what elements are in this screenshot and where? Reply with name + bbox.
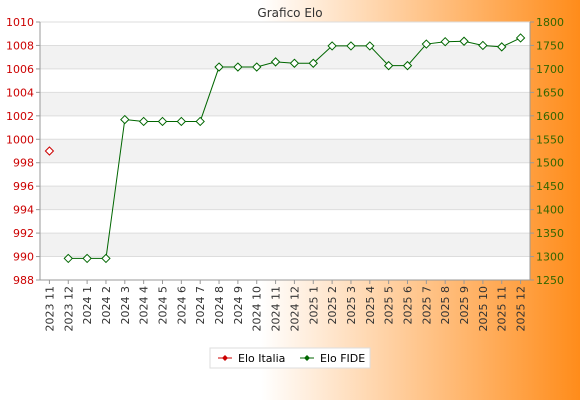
x-tick-label: 2023 11	[43, 286, 56, 332]
data-point[interactable]	[195, 116, 205, 127]
x-tick-label: 2024 10	[251, 286, 264, 332]
data-point[interactable]	[63, 253, 73, 264]
data-point[interactable]	[82, 253, 92, 264]
y-left-tick-label: 998	[13, 157, 34, 170]
y-left-tick-label: 1010	[6, 16, 34, 29]
x-tick-label: 2025 4	[364, 286, 377, 325]
data-point[interactable]	[120, 114, 130, 125]
y-right-tick-label: 1350	[536, 227, 564, 240]
data-point[interactable]	[157, 116, 168, 127]
y-right-tick-label: 1750	[536, 39, 564, 52]
x-tick-label: 2025 8	[439, 286, 452, 325]
x-tick-label: 2024 6	[175, 286, 188, 325]
x-tick-label: 2025 1	[307, 286, 320, 325]
y-right-tick-label: 1700	[536, 63, 564, 76]
x-tick-label: 2025 3	[345, 286, 358, 325]
x-tick-label: 2024 1	[81, 286, 94, 325]
chart-legend: Elo Italia Elo FIDE	[209, 347, 371, 369]
x-tick-label: 2024 7	[194, 286, 207, 325]
x-tick-label: 2025 12	[515, 286, 528, 332]
grid-band	[40, 139, 530, 163]
x-tick-label: 2025 7	[420, 286, 433, 325]
x-tick-label: 2024 3	[119, 286, 132, 325]
y-left-tick-label: 990	[13, 251, 34, 264]
data-point[interactable]	[421, 39, 432, 49]
plot-area: 988 990 992 994 996 998 1000 1002 1004 1006 1008 10…	[6, 16, 564, 332]
data-point[interactable]	[270, 57, 281, 67]
y-right-tick-label: 1250	[536, 274, 564, 287]
y-right-tick-label: 1500	[536, 157, 564, 170]
y-right-tick-label: 1450	[536, 180, 564, 193]
data-point[interactable]	[346, 41, 356, 51]
data-point[interactable]	[289, 58, 300, 68]
x-tick-label: 2024 12	[288, 286, 301, 332]
grid-band	[40, 92, 530, 116]
legend-label: Elo FIDE	[320, 352, 365, 365]
y-right-tick-label: 1650	[536, 86, 564, 99]
y-left-tick-label: 996	[13, 180, 34, 193]
y-left-tick-label: 994	[13, 204, 34, 217]
data-point[interactable]	[101, 253, 111, 264]
grid-band	[40, 233, 530, 257]
x-tick-label: 2025 6	[402, 286, 415, 325]
y-right-tick-label: 1550	[536, 133, 564, 146]
x-tick-label: 2024 8	[213, 286, 226, 325]
data-point[interactable]	[365, 41, 375, 51]
x-tick-label: 2024 5	[157, 286, 170, 325]
data-point[interactable]	[214, 62, 224, 72]
y-left-tick-label: 988	[13, 274, 34, 287]
data-point[interactable]	[252, 62, 262, 72]
x-tick-label: 2024 11	[270, 286, 283, 332]
y-left-tick-label: 1000	[6, 133, 34, 146]
y-right-tick-label: 1800	[536, 16, 564, 29]
legend-marker	[304, 355, 310, 361]
grid-band	[40, 186, 530, 210]
x-tick-label: 2025 5	[383, 286, 396, 325]
data-point[interactable]	[176, 116, 187, 127]
x-tick-label: 2025 2	[326, 286, 339, 325]
data-point[interactable]	[497, 42, 507, 52]
y-right-tick-label: 1600	[536, 110, 564, 123]
x-tick-label: 2025 9	[458, 286, 471, 325]
legend-box	[209, 347, 371, 369]
x-tick-label: 2024 4	[138, 286, 151, 325]
chart-title: Grafico Elo	[257, 6, 322, 20]
legend-label: Elo Italia	[238, 352, 285, 365]
y-right-tick-label: 1400	[536, 204, 564, 217]
data-point[interactable]	[459, 36, 469, 46]
y-left-tick-label: 1002	[6, 110, 34, 123]
data-point[interactable]	[440, 36, 450, 47]
x-tick-label: 2024 2	[100, 286, 113, 325]
data-point[interactable]	[327, 41, 337, 51]
legend-marker	[222, 355, 228, 361]
data-point[interactable]	[402, 60, 413, 71]
data-point[interactable]	[138, 116, 149, 127]
x-tick-label: 2025 10	[477, 286, 490, 332]
grid-band	[40, 45, 530, 69]
y-left-tick-label: 1004	[6, 86, 34, 99]
y-left-tick-label: 1006	[6, 63, 34, 76]
data-point[interactable]	[478, 40, 488, 51]
data-point[interactable]	[308, 58, 318, 68]
data-point[interactable]	[233, 62, 243, 72]
y-right-tick-label: 1300	[536, 251, 564, 264]
x-tick-label: 2024 9	[232, 286, 245, 325]
x-tick-label: 2023 12	[62, 286, 75, 332]
data-point[interactable]	[383, 60, 394, 71]
data-point[interactable]	[515, 33, 526, 43]
y-left-tick-label: 1008	[6, 39, 34, 52]
data-point[interactable]	[44, 146, 55, 156]
x-tick-label: 2025 11	[496, 286, 509, 332]
y-left-tick-label: 992	[13, 227, 34, 240]
